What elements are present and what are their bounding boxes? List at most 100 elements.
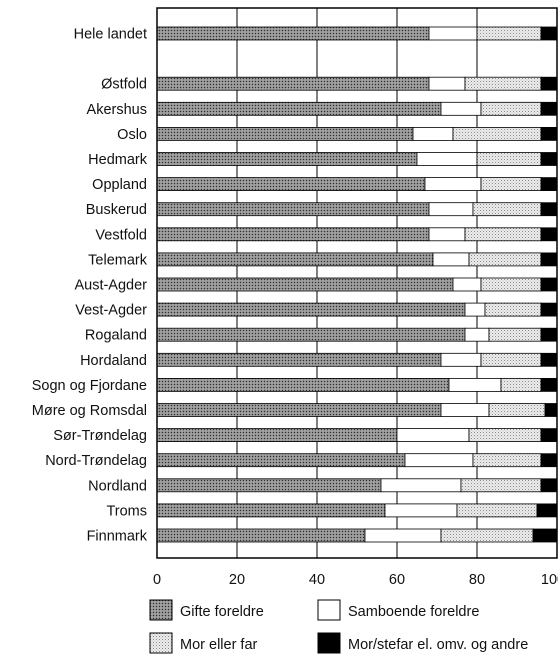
bar-akershus-series-2 <box>440 101 482 116</box>
bar-vest-agder-series-3 <box>484 302 542 317</box>
bar-troms-series-4 <box>536 503 558 518</box>
bar-vestfold-series-1 <box>156 227 430 242</box>
bar-møre-og-romsdal-series-2 <box>440 403 490 417</box>
bar-nord-trøndelag-series-2 <box>404 453 474 468</box>
bar-sogn-og-fjordane-series-1 <box>156 377 450 392</box>
bar-finnmark-series-1 <box>156 528 366 543</box>
bar-akershus-series-3 <box>480 101 542 116</box>
bar-nord-trøndelag-series-1 <box>156 453 406 468</box>
bar-hele-landet-series-4 <box>540 26 558 41</box>
bar-vestfold-series-4 <box>540 227 558 242</box>
bar-sør-trøndelag-series-1 <box>156 428 398 443</box>
legend-swatch-3 <box>149 632 173 654</box>
bar-hordaland-series-1 <box>156 352 442 367</box>
bar-aust-agder-series-2 <box>452 277 482 292</box>
bar-rogaland-series-3 <box>488 327 542 342</box>
bar-sogn-og-fjordane-series-4 <box>540 377 558 392</box>
legend-label-1: Gifte foreldre <box>180 604 264 620</box>
bar-sør-trøndelag-series-2 <box>396 428 470 443</box>
x-tick-label-0: 0 <box>153 572 161 588</box>
bars <box>156 26 558 543</box>
bar-oppland-series-4 <box>540 177 558 192</box>
bar-troms-series-1 <box>156 503 386 518</box>
category-label-akershus: Akershus <box>87 102 147 118</box>
bar-nordland-series-4 <box>540 478 558 493</box>
bar-buskerud-series-3 <box>472 202 542 217</box>
bar-oslo-series-1 <box>156 127 414 141</box>
category-label-vest-agder: Vest-Agder <box>75 303 147 319</box>
bar-hordaland-series-2 <box>440 352 482 367</box>
bar-møre-og-romsdal-series-4 <box>544 403 558 417</box>
x-tick-label-60: 60 <box>389 572 405 588</box>
bar-østfold-series-3 <box>464 76 542 91</box>
bar-hedmark-series-3 <box>476 152 542 166</box>
category-label-østfold: Østfold <box>101 77 147 93</box>
bar-vest-agder-series-4 <box>540 302 558 317</box>
bar-telemark-series-3 <box>468 252 542 267</box>
bar-oppland-series-3 <box>480 177 542 192</box>
category-label-sogn-og-fjordane: Sogn og Fjordane <box>32 378 147 394</box>
bar-nord-trøndelag-series-3 <box>472 453 542 468</box>
legend-label-4: Mor/stefar el. omv. og andre <box>348 637 528 653</box>
category-label-hedmark: Hedmark <box>88 152 148 168</box>
category-label-møre-og-romsdal: Møre og Romsdal <box>32 403 147 419</box>
bar-troms-series-2 <box>384 503 458 518</box>
bar-buskerud-series-2 <box>428 202 474 217</box>
bar-oppland-series-1 <box>156 177 426 192</box>
bar-nordland-series-3 <box>460 478 542 493</box>
x-tick-label-20: 20 <box>229 572 245 588</box>
bar-sogn-og-fjordane-series-3 <box>500 377 542 392</box>
bar-hele-landet-series-3 <box>476 26 542 41</box>
category-label-vestfold: Vestfold <box>95 227 147 243</box>
bar-sør-trøndelag-series-4 <box>540 428 558 443</box>
bar-vestfold-series-2 <box>428 227 466 242</box>
bar-finnmark-series-3 <box>440 528 534 543</box>
x-axis-ticks: 0 20 40 60 80 100 <box>153 572 558 588</box>
bar-oslo-series-2 <box>412 127 454 141</box>
bar-hordaland-series-3 <box>480 352 542 367</box>
bar-vest-agder-series-2 <box>464 302 486 317</box>
bar-østfold-series-2 <box>428 76 466 91</box>
bar-sogn-og-fjordane-series-2 <box>448 377 502 392</box>
bar-hele-landet-series-2 <box>428 26 478 41</box>
bar-aust-agder-series-4 <box>540 277 558 292</box>
bar-oslo-series-4 <box>540 127 558 141</box>
category-label-hele-landet: Hele landet <box>74 27 147 43</box>
bar-telemark-series-1 <box>156 252 434 267</box>
category-label-aust-agder: Aust-Agder <box>74 278 147 294</box>
bar-troms-series-3 <box>456 503 538 518</box>
bar-nord-trøndelag-series-4 <box>540 453 558 468</box>
bar-akershus-series-1 <box>156 101 442 116</box>
bar-buskerud-series-4 <box>540 202 558 217</box>
category-label-troms: Troms <box>106 503 147 519</box>
bar-aust-agder-series-1 <box>156 277 454 292</box>
bar-rogaland-series-1 <box>156 327 466 342</box>
bar-hedmark-series-4 <box>540 152 558 166</box>
category-label-nordland: Nordland <box>88 478 147 494</box>
category-label-rogaland: Rogaland <box>85 328 147 344</box>
bar-østfold-series-4 <box>540 76 558 91</box>
bar-vest-agder-series-1 <box>156 302 466 317</box>
bar-møre-og-romsdal-series-3 <box>488 403 546 417</box>
legend-swatch-2 <box>317 599 341 621</box>
bar-sør-trøndelag-series-3 <box>468 428 542 443</box>
bar-telemark-series-4 <box>540 252 558 267</box>
bar-rogaland-series-4 <box>540 327 558 342</box>
bar-hele-landet-series-1 <box>156 26 430 41</box>
bar-nordland-series-1 <box>156 478 382 493</box>
bar-østfold-series-1 <box>156 76 430 91</box>
legend-swatch-1 <box>149 599 173 621</box>
bar-aust-agder-series-3 <box>480 277 542 292</box>
bar-telemark-series-2 <box>432 252 470 267</box>
x-tick-label-100: 100 <box>541 572 558 588</box>
category-label-nord-trøndelag: Nord-Trøndelag <box>45 453 147 469</box>
category-label-hordaland: Hordaland <box>80 353 147 369</box>
category-label-buskerud: Buskerud <box>86 202 147 218</box>
bar-finnmark-series-2 <box>364 528 442 543</box>
plot-frame <box>156 7 558 559</box>
legend-label-2: Samboende foreldre <box>348 604 479 620</box>
legend: Gifte foreldre Samboende foreldre Mor elle… <box>149 599 528 654</box>
category-label-oppland: Oppland <box>92 177 147 193</box>
